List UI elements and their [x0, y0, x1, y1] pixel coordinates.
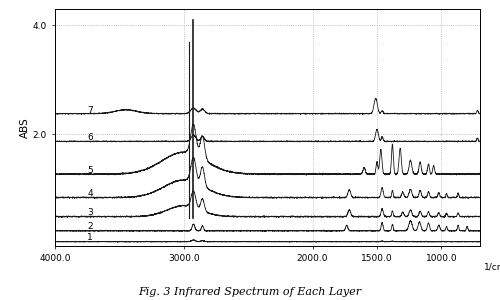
- Text: 1/cm: 1/cm: [484, 262, 500, 272]
- Text: 1: 1: [87, 233, 93, 242]
- Text: 4: 4: [87, 189, 93, 198]
- Text: 5: 5: [87, 166, 93, 175]
- Text: 7: 7: [87, 106, 93, 115]
- Text: Fig. 3 Infrared Spectrum of Each Layer: Fig. 3 Infrared Spectrum of Each Layer: [138, 287, 362, 297]
- Y-axis label: ABS: ABS: [20, 117, 30, 138]
- Text: 3: 3: [87, 208, 93, 217]
- Text: 6: 6: [87, 133, 93, 142]
- Text: 2: 2: [87, 222, 93, 231]
